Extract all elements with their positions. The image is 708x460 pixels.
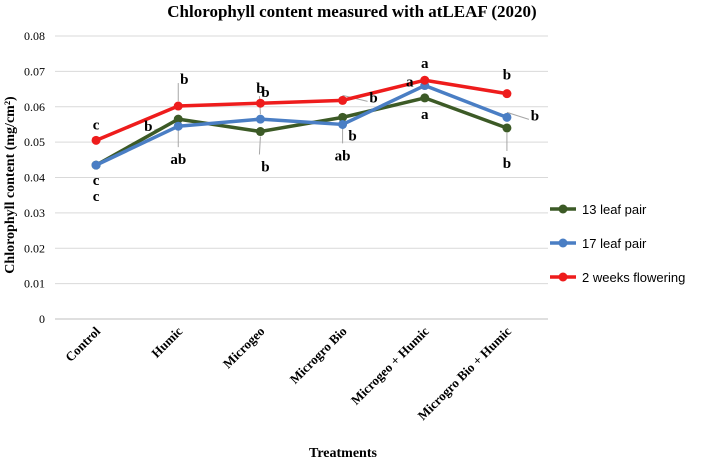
data-point — [255, 127, 265, 137]
data-point — [420, 93, 430, 103]
significance-letter: c — [93, 173, 100, 189]
significance-letter: b — [369, 90, 377, 106]
data-point — [338, 112, 348, 122]
data-point — [91, 160, 101, 170]
data-point — [255, 114, 265, 124]
significance-letter: b — [261, 160, 269, 176]
data-point — [502, 89, 512, 99]
legend-item: 2 weeks flowering — [550, 270, 685, 285]
data-point — [338, 95, 348, 105]
y-tick-label: 0.05 — [24, 135, 45, 149]
series-1 — [91, 93, 512, 170]
y-tick-label: 0.04 — [24, 171, 45, 185]
significance-letter: a — [421, 56, 429, 72]
y-tick-label: 0.08 — [24, 29, 45, 43]
legend-item: 13 leaf pair — [550, 202, 647, 217]
data-point — [255, 98, 265, 108]
legend-swatch-marker — [558, 272, 568, 282]
y-axis-title: Chlorophyll content (mg/cm²) — [3, 96, 18, 274]
legend-label: 2 weeks flowering — [582, 270, 685, 285]
legend-swatch-marker — [558, 238, 568, 248]
series-3 — [91, 75, 512, 145]
significance-letter: a — [406, 75, 414, 91]
x-tick-label: Microgeo + Humic — [348, 323, 432, 407]
x-tick-label: Microgro Bio + Humic — [415, 323, 515, 423]
x-tick-label: Humic — [148, 323, 185, 360]
significance-letter: b — [256, 81, 264, 97]
significance-letter: b — [348, 128, 356, 144]
data-point — [173, 121, 183, 131]
x-tick-label: Microgeo — [220, 324, 268, 372]
sig-leader-line — [258, 136, 261, 155]
y-tick-label: 0.06 — [24, 100, 45, 114]
significance-letter: a — [421, 107, 429, 123]
series-line — [95, 96, 508, 167]
legend-swatch-marker — [558, 204, 568, 214]
y-axis-ticks: 0 0.01 0.02 0.03 0.04 0.05 0.06 0.07 0.08 — [24, 29, 45, 326]
x-axis-categories: Control Humic Microgeo Microgro BioMicrogeo… — [62, 323, 514, 423]
data-point — [173, 101, 183, 111]
data-point — [91, 135, 101, 145]
legend-label: 17 leaf pair — [582, 236, 647, 251]
significance-letter: b — [531, 108, 539, 124]
y-tick-label: 0 — [39, 312, 45, 326]
y-tick-label: 0.07 — [24, 64, 45, 78]
significance-letter: b — [503, 68, 511, 84]
significance-letter: b — [180, 72, 188, 88]
y-tick-label: 0.03 — [24, 206, 45, 220]
series-lines — [91, 75, 512, 170]
data-point — [502, 123, 512, 133]
series-2 — [91, 81, 512, 170]
series-line — [95, 83, 508, 167]
significance-letter: ab — [335, 148, 351, 164]
x-tick-label: Control — [62, 323, 103, 364]
significance-letter: b — [503, 156, 511, 172]
y-tick-label: 0.01 — [24, 277, 45, 291]
legend-label: 13 leaf pair — [582, 202, 647, 217]
significance-letter: ab — [170, 152, 186, 168]
legend: 13 leaf pair 17 leaf pair 2 weeks flowerin… — [550, 202, 685, 285]
y-tick-label: 0.02 — [24, 241, 45, 255]
data-point — [502, 112, 512, 122]
data-point — [173, 114, 183, 124]
data-point — [338, 119, 348, 129]
sig-leader-line — [506, 111, 530, 120]
significance-letter: c — [93, 189, 100, 205]
gridlines — [55, 35, 548, 320]
x-axis-title: Treatments — [309, 446, 377, 460]
data-point — [420, 75, 430, 85]
chart-title: Chlorophyll content measured with atLEAF… — [167, 2, 536, 21]
significance-letter: c — [93, 117, 100, 133]
legend-item: 17 leaf pair — [550, 236, 647, 251]
series-line — [95, 78, 508, 142]
x-tick-label: Microgro Bio — [287, 324, 350, 387]
significance-letter: b — [261, 85, 269, 101]
significance-letter: b — [144, 119, 152, 135]
